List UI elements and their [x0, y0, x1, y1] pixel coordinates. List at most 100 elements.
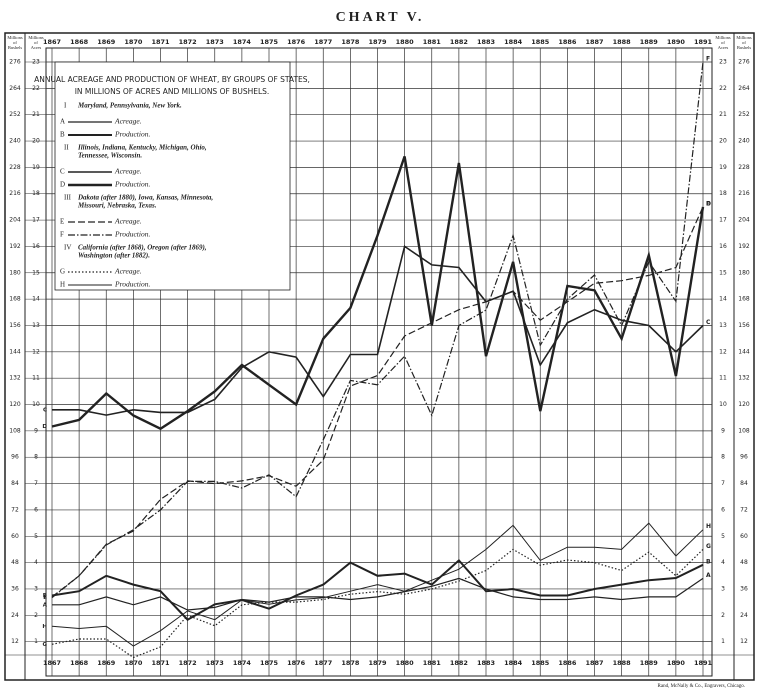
- x-tick-label: 1887: [585, 659, 603, 667]
- legend-title: IN MILLIONS OF ACRES AND MILLIONS OF BUS…: [75, 87, 270, 96]
- legend-letter: D: [60, 181, 65, 189]
- y-tick-label: 72: [740, 506, 748, 513]
- y-tick-label: 120: [9, 401, 21, 408]
- y2-tick-label: 16: [32, 243, 40, 250]
- y2-tick-label: 19: [719, 164, 727, 171]
- y2-tick-label: 11: [32, 375, 40, 382]
- series-line: [51, 156, 705, 431]
- y-tick-label: 252: [738, 111, 750, 118]
- y-tick-label: 240: [9, 138, 21, 145]
- x-tick-label: 1875: [260, 38, 279, 46]
- legend-letter: B: [60, 131, 65, 139]
- x-tick-label: 1873: [206, 38, 224, 46]
- series-start-letter: F: [43, 595, 47, 601]
- legend-group-states: Dakota (after 1880), Iowa, Kansas, Minne…: [77, 194, 213, 202]
- y2-tick-label: 19: [32, 164, 40, 171]
- x-tick-label: 1871: [151, 38, 170, 46]
- legend-group-states: Tennessee, Wisconsin.: [78, 152, 142, 160]
- y2-tick-label: 21: [719, 111, 727, 118]
- x-tick-label: 1886: [558, 659, 577, 667]
- y-axis-label: Bushels: [737, 45, 752, 50]
- y-axis-label: Millions: [7, 35, 23, 40]
- series-line: [51, 558, 704, 621]
- series-end-letter: H: [706, 523, 711, 530]
- x-tick-label: 1870: [124, 659, 143, 667]
- y-tick-label: 192: [9, 243, 21, 250]
- y2-tick-label: 18: [719, 190, 727, 197]
- x-tick-label: 1887: [585, 38, 603, 46]
- y2-tick-label: 14: [32, 296, 40, 303]
- y2-tick-label: 23: [719, 59, 727, 66]
- y2-tick-label: 22: [32, 85, 40, 92]
- y-tick-label: 216: [738, 190, 750, 197]
- y-tick-label: 36: [11, 585, 19, 592]
- x-tick-label: 1876: [287, 38, 306, 46]
- y-tick-label: 180: [9, 269, 21, 276]
- x-tick-label: 1886: [558, 38, 577, 46]
- y2-tick-label: 3: [721, 585, 725, 592]
- x-tick-label: 1874: [233, 659, 252, 667]
- y2-tick-label: 17: [32, 217, 40, 224]
- y2-tick-label: 13: [32, 322, 40, 329]
- y2-tick-label: 4: [34, 559, 38, 566]
- series-line: [52, 577, 704, 611]
- series-line: [52, 245, 704, 416]
- y2-tick-label: 5: [34, 533, 38, 540]
- y2-tick-label: 17: [719, 217, 727, 224]
- x-tick-label: 1883: [477, 659, 495, 667]
- y2-tick-label: 22: [719, 85, 727, 92]
- y-tick-label: 84: [11, 480, 19, 487]
- x-tick-label: 1878: [341, 659, 360, 667]
- y2-tick-label: 16: [719, 243, 727, 250]
- y-tick-label: 156: [738, 322, 750, 329]
- frame: [4, 32, 755, 681]
- y2-axis-label: Acres: [718, 45, 729, 50]
- y2-tick-label: 18: [32, 190, 40, 197]
- series-start-letter: D: [42, 424, 47, 430]
- series-end-letter: C: [706, 319, 711, 326]
- y2-tick-label: 9: [34, 427, 38, 434]
- y-tick-label: 48: [740, 559, 748, 566]
- series-line: [51, 61, 704, 599]
- legend-letter: F: [60, 231, 64, 239]
- y-tick-label: 36: [740, 585, 748, 592]
- x-tick-label: 1880: [396, 659, 415, 667]
- series-end-letter: G: [706, 543, 711, 550]
- y-tick-label: 96: [740, 454, 748, 461]
- x-tick-label: 1890: [667, 659, 686, 667]
- legend-group-states: Maryland, Pennsylvania, New York.: [77, 102, 182, 110]
- x-tick-label: 1879: [368, 38, 387, 46]
- x-tick-label: 1884: [504, 659, 523, 667]
- x-tick-label: 1885: [531, 38, 550, 46]
- series-line: [51, 522, 704, 647]
- x-tick-label: 1869: [97, 38, 116, 46]
- legend-letter: G: [60, 268, 65, 276]
- series-start-letter: C: [43, 407, 47, 413]
- y2-tick-label: 7: [34, 480, 38, 487]
- series-start-letter: E: [43, 594, 47, 600]
- y2-tick-label: 1: [721, 638, 725, 645]
- series-end-letter: E: [706, 200, 710, 207]
- y-tick-label: 180: [738, 269, 750, 276]
- legend-group-numeral: III: [64, 194, 72, 202]
- y-tick-label: 192: [738, 243, 750, 250]
- y2-tick-label: 6: [34, 506, 38, 513]
- y-axis-label: Bushels: [8, 45, 23, 50]
- series-end-letter: B: [706, 558, 711, 565]
- legend-label: Production.: [114, 280, 150, 289]
- y2-tick-label: 23: [32, 59, 40, 66]
- x-tick-label: 1880: [396, 38, 415, 46]
- y-tick-label: 168: [738, 296, 750, 303]
- legend-letter: C: [60, 168, 65, 176]
- legend-label: Acreage.: [114, 217, 142, 226]
- x-tick-label: 1881: [423, 659, 442, 667]
- y-tick-label: 276: [738, 59, 750, 66]
- y2-tick-label: 11: [719, 375, 727, 382]
- x-tick-label: 1883: [477, 38, 495, 46]
- y-tick-label: 108: [738, 427, 750, 434]
- y-tick-label: 72: [11, 506, 19, 513]
- y-tick-label: 228: [738, 164, 750, 171]
- y2-tick-label: 20: [32, 138, 40, 145]
- y2-tick-label: 21: [32, 111, 40, 118]
